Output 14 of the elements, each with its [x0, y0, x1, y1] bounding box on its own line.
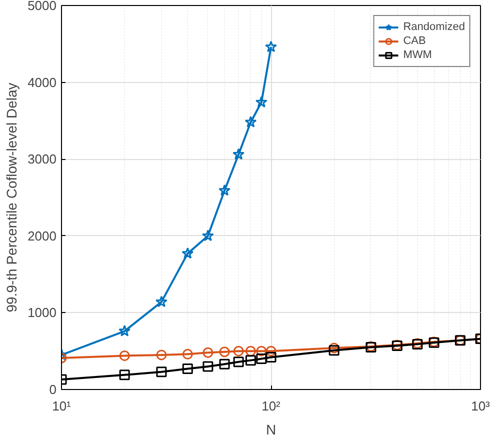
x-axis-title: N — [266, 422, 276, 438]
y-tick-label: 0 — [49, 382, 57, 397]
y-tick-label: 4000 — [28, 74, 56, 90]
x-tick-label: 10² — [262, 398, 282, 414]
y-tick-label: 5000 — [28, 0, 56, 13]
legend-label: MWM — [403, 48, 432, 62]
y-tick-label: 2000 — [28, 228, 56, 244]
x-tick-label: 10¹ — [52, 398, 72, 414]
x-tick-label: 10³ — [471, 398, 491, 414]
legend-label: CAB — [403, 34, 426, 48]
y-tick-label: 3000 — [28, 152, 56, 167]
legend-label: Randomized — [403, 20, 465, 34]
y-tick-label: 1000 — [28, 305, 56, 320]
y-axis-title: 99.9-th Percentile Coflow-level Delay — [4, 82, 20, 312]
